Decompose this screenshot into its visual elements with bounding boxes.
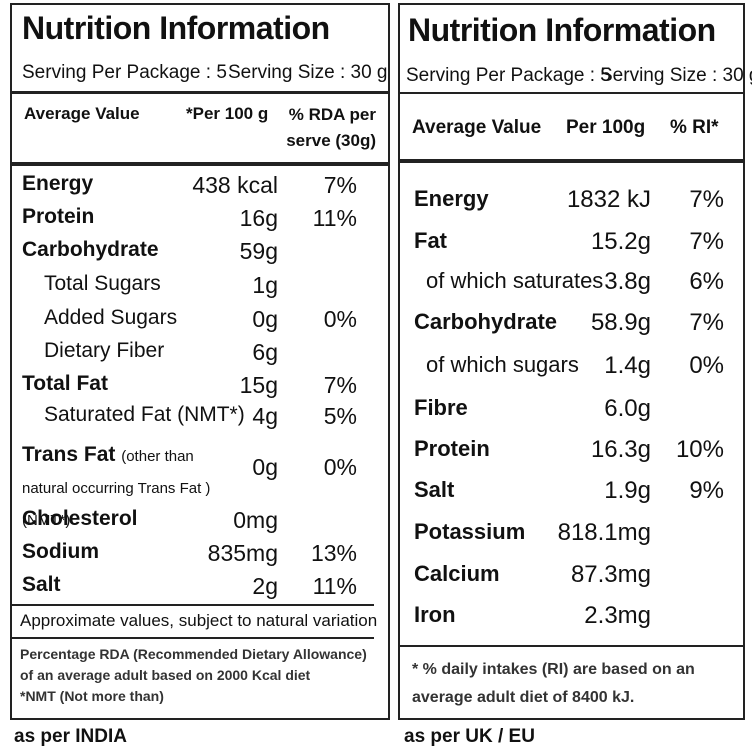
row-amount: 835mg: [207, 540, 278, 566]
row-name: Carbohydrate: [22, 238, 159, 261]
row-name: Calcium: [414, 561, 500, 586]
row-amount: 15.2g: [590, 228, 651, 255]
rule: [12, 637, 374, 639]
row-amount: 438 kcal: [192, 172, 278, 198]
row-rda: 13%: [310, 540, 357, 566]
row-amount: 58.9g: [590, 309, 651, 336]
title: Nutrition Information: [408, 12, 716, 48]
header: Per 100g: [566, 117, 646, 138]
row-amount: 0g: [252, 306, 278, 332]
row-rda: 7%: [323, 372, 357, 398]
row-amount: 59g: [239, 238, 278, 264]
row-amount: 1.4g: [604, 352, 651, 379]
header: Average Value: [24, 104, 140, 123]
serving-per-package: Serving Per Package : 5: [406, 65, 611, 86]
row-name: Total Sugars: [44, 272, 161, 295]
row-name: of which sugars: [426, 352, 579, 377]
row-rda: 10%: [675, 436, 724, 463]
row-amount: 15g: [239, 372, 278, 398]
row-rda: 6%: [689, 268, 724, 295]
rule: [400, 159, 743, 163]
row-amount: 0mg: [233, 507, 278, 533]
row-name: Protein: [22, 205, 95, 228]
note: *NMT (Not more than): [20, 688, 164, 704]
row-rda: 11%: [312, 573, 357, 599]
row-name: Cholesterol: [22, 507, 138, 530]
row-name: Energy: [22, 172, 94, 195]
row-name: Fibre: [414, 395, 468, 420]
row-amount: 3.8g: [604, 268, 651, 295]
row-rda: 7%: [689, 309, 724, 336]
row-amount: 2g: [252, 573, 278, 599]
row-name: Energy: [414, 186, 489, 211]
row-name: Saturated Fat (NMT*): [44, 403, 245, 426]
row-name: Carbohydrate: [414, 309, 558, 334]
row-rda: 11%: [312, 205, 357, 231]
row-amount: 16g: [239, 205, 278, 231]
row-name: of which saturates: [426, 268, 604, 293]
caption: as per UK / EU: [404, 726, 535, 747]
header: % RDA per serve (30g): [286, 105, 376, 150]
rule: [400, 92, 743, 94]
row-amount: 2.3mg: [584, 602, 651, 629]
row-name: Salt: [414, 477, 455, 502]
india-panel: [10, 3, 390, 720]
row-amount: 6g: [252, 339, 278, 365]
row-rda: 0%: [323, 454, 357, 480]
row-name: Potassium: [414, 519, 526, 544]
row-amount: 1g: [252, 272, 278, 298]
rule: [12, 604, 374, 606]
serving-size: Serving Size : 30 g: [600, 65, 752, 86]
row-rda: 9%: [689, 477, 724, 504]
row-amount: 87.3mg: [570, 561, 651, 588]
row-name: Protein: [414, 436, 490, 461]
row-name: Iron: [414, 602, 456, 627]
row-note: (other than natural occurring Trans Fat …: [22, 448, 211, 529]
row-amount: 1.9g: [604, 477, 651, 504]
row-name: Added Sugars: [44, 306, 178, 329]
row-rda: 0%: [323, 306, 357, 332]
row-name: Trans Fat: [22, 443, 116, 466]
row-amount: 4g: [252, 403, 278, 429]
header: Average Value: [412, 117, 542, 138]
row-amount: 16.3g: [590, 436, 651, 463]
row-name: Salt: [22, 573, 61, 596]
header: *Per 100 g: [186, 104, 269, 123]
note: * % daily intakes (RI) are based on an a…: [412, 661, 695, 706]
header: % RI*: [670, 117, 719, 138]
row-rda: 7%: [689, 186, 724, 213]
row-amount: 818.1mg: [557, 519, 651, 546]
row-name: Total Fat: [22, 372, 108, 395]
rule: [400, 645, 743, 647]
rule: [12, 162, 388, 166]
row-amount: 0g: [252, 454, 278, 480]
row-name: Trans Fat (other than natural occurring …: [22, 440, 222, 536]
caption: as per INDIA: [14, 726, 127, 747]
approx-note: Approximate values, subject to natural v…: [20, 611, 378, 630]
serving-size: Serving Size : 30 g: [228, 62, 388, 83]
serving-per-package: Serving Per Package : 5: [22, 62, 227, 83]
uk-panel: [398, 3, 745, 720]
row-rda: 0%: [689, 352, 724, 379]
rule: [12, 91, 388, 94]
row-amount: 6.0g: [604, 395, 651, 422]
row-rda: 5%: [323, 403, 357, 429]
row-name: Dietary Fiber: [44, 339, 165, 362]
row-amount: 1832 kJ: [566, 186, 651, 213]
row-rda: 7%: [323, 172, 357, 198]
title: Nutrition Information: [22, 10, 330, 46]
row-name: Sodium: [22, 540, 99, 563]
row-rda: 7%: [689, 228, 724, 255]
row-name: Fat: [414, 228, 447, 253]
note: Percentage RDA (Recommended Dietary Allo…: [20, 646, 367, 683]
